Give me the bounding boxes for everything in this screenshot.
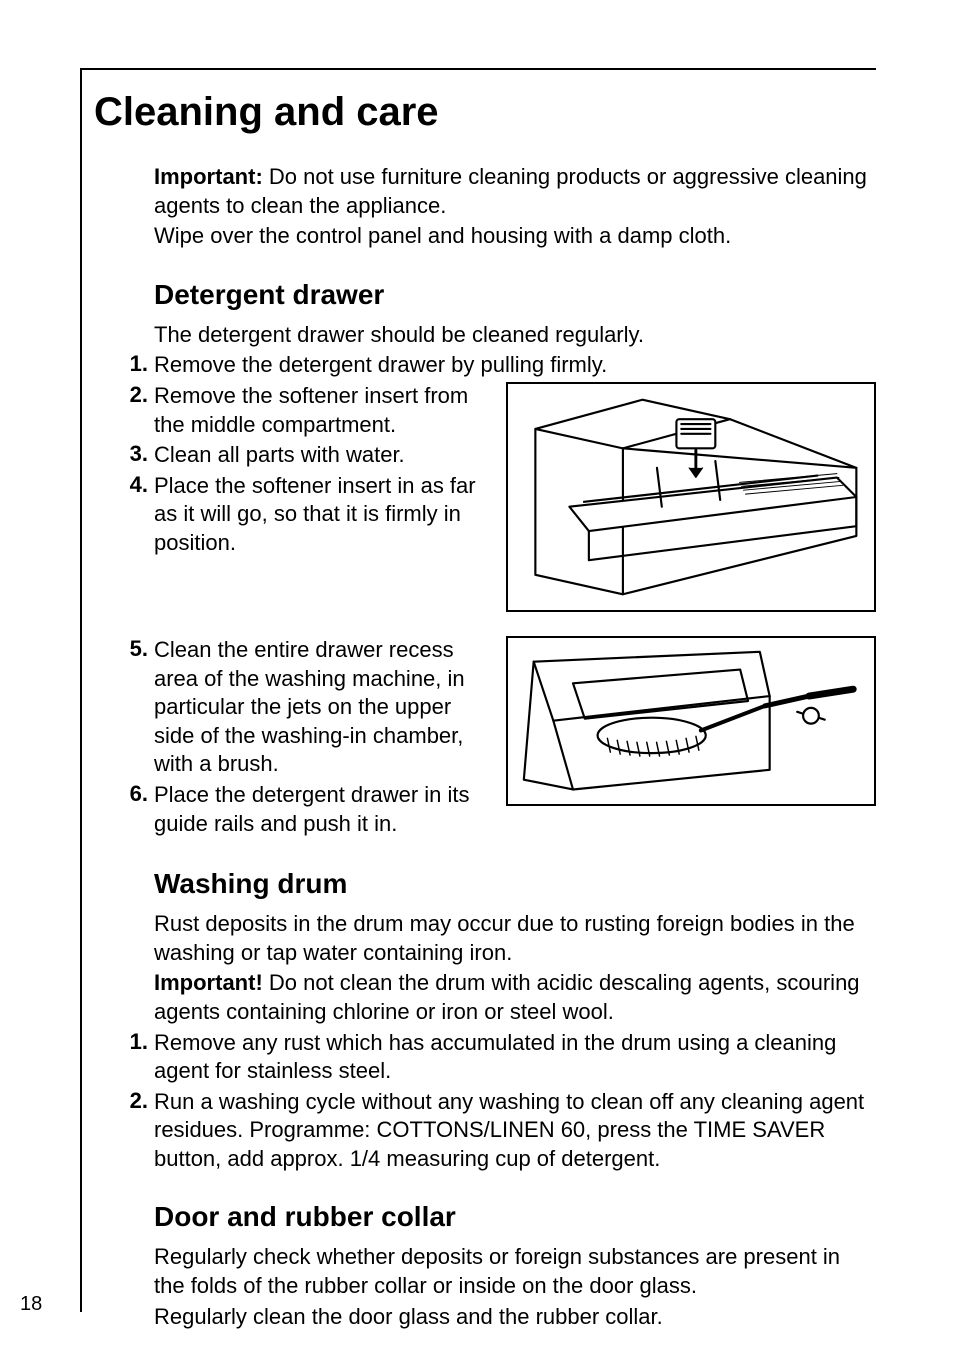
detergent-drawer-figure (506, 382, 876, 612)
list-item: 5. Clean the entire drawer recess area o… (82, 636, 490, 779)
step-number: 6. (82, 781, 154, 807)
wipe-paragraph: Wipe over the control panel and housing … (154, 222, 876, 251)
step-number: 4. (82, 472, 154, 498)
drawer-recess-figure (506, 636, 876, 806)
drawer-illustration-icon (514, 390, 868, 604)
important-label: Important: (154, 164, 263, 189)
two-column-block-1: 2. Remove the softener insert from the m… (82, 382, 876, 622)
detergent-lead: The detergent drawer should be cleaned r… (154, 321, 876, 350)
step-number: 1. (82, 1029, 154, 1055)
step-text: Clean the entire drawer recess area of t… (154, 636, 490, 779)
door-p1: Regularly check whether deposits or fore… (154, 1243, 876, 1300)
page-title: Cleaning and care (94, 90, 876, 135)
steps-column: 5. Clean the entire drawer recess area o… (82, 636, 490, 840)
step-text: Run a washing cycle without any washing … (154, 1088, 876, 1174)
door-p2: Regularly clean the door glass and the r… (154, 1303, 876, 1332)
list-item: 3. Clean all parts with water. (82, 441, 490, 470)
detergent-heading: Detergent drawer (154, 279, 876, 311)
steps-column: 2. Remove the softener insert from the m… (82, 382, 490, 560)
page-number: 18 (20, 1293, 42, 1316)
list-item: 1. Remove any rust which has accumulated… (82, 1029, 876, 1086)
step-text: Place the detergent drawer in its guide … (154, 781, 490, 838)
list-item: 2. Run a washing cycle without any washi… (82, 1088, 876, 1174)
step-text: Remove the softener insert from the midd… (154, 382, 490, 439)
step-number: 3. (82, 441, 154, 467)
step-text: Clean all parts with water. (154, 441, 490, 470)
step-number: 1. (82, 351, 154, 377)
drum-p1: Rust deposits in the drum may occur due … (154, 910, 876, 967)
step-text: Remove the detergent drawer by pulling f… (154, 351, 876, 380)
spacer (82, 622, 876, 636)
step-number: 2. (82, 1088, 154, 1114)
step-number: 2. (82, 382, 154, 408)
drum-important: Important! Do not clean the drum with ac… (154, 969, 876, 1026)
step-number: 5. (82, 636, 154, 662)
list-item: 1. Remove the detergent drawer by pullin… (82, 351, 876, 380)
important-paragraph: Important: Do not use furniture cleaning… (154, 163, 876, 220)
important-label: Important! (154, 970, 263, 995)
manual-page: Cleaning and care Important: Do not use … (80, 68, 876, 1312)
step-text: Place the softener insert in as far as i… (154, 472, 490, 558)
brush-cleaning-illustration-icon (514, 642, 868, 799)
step-text: Remove any rust which has accumulated in… (154, 1029, 876, 1086)
list-item: 6. Place the detergent drawer in its gui… (82, 781, 490, 838)
list-item: 2. Remove the softener insert from the m… (82, 382, 490, 439)
list-item: 4. Place the softener insert in as far a… (82, 472, 490, 558)
door-heading: Door and rubber collar (154, 1201, 876, 1233)
two-column-block-2: 5. Clean the entire drawer recess area o… (82, 636, 876, 840)
drum-heading: Washing drum (154, 868, 876, 900)
